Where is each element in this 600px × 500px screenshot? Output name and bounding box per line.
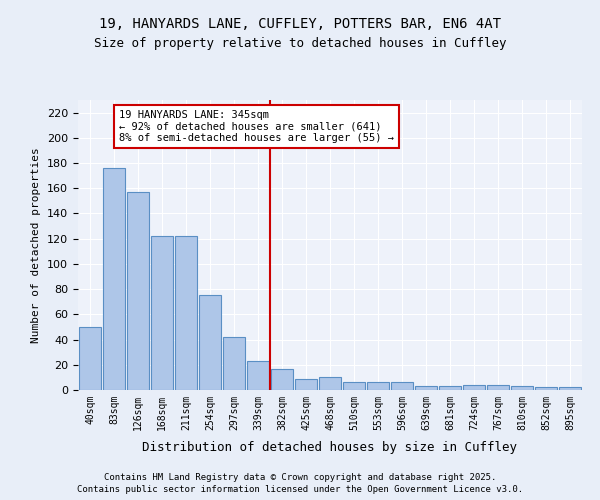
Bar xyxy=(199,296,221,390)
Bar xyxy=(559,388,581,390)
Bar xyxy=(415,386,437,390)
Text: Contains HM Land Registry data © Crown copyright and database right 2025.: Contains HM Land Registry data © Crown c… xyxy=(104,472,496,482)
Bar xyxy=(247,361,269,390)
Text: 19, HANYARDS LANE, CUFFLEY, POTTERS BAR, EN6 4AT: 19, HANYARDS LANE, CUFFLEY, POTTERS BAR,… xyxy=(99,18,501,32)
Bar xyxy=(487,385,509,390)
Bar xyxy=(223,337,245,390)
Text: Contains public sector information licensed under the Open Government Licence v3: Contains public sector information licen… xyxy=(77,485,523,494)
Bar xyxy=(127,192,149,390)
Bar xyxy=(391,382,413,390)
Bar xyxy=(103,168,125,390)
Bar xyxy=(295,378,317,390)
Bar xyxy=(535,388,557,390)
Bar xyxy=(79,327,101,390)
Bar xyxy=(463,385,485,390)
Bar xyxy=(367,382,389,390)
Y-axis label: Number of detached properties: Number of detached properties xyxy=(31,147,41,343)
Text: Size of property relative to detached houses in Cuffley: Size of property relative to detached ho… xyxy=(94,38,506,51)
Bar xyxy=(271,368,293,390)
Bar xyxy=(319,378,341,390)
Bar xyxy=(151,236,173,390)
Bar xyxy=(175,236,197,390)
Bar xyxy=(343,382,365,390)
X-axis label: Distribution of detached houses by size in Cuffley: Distribution of detached houses by size … xyxy=(143,441,517,454)
Bar xyxy=(511,386,533,390)
Text: 19 HANYARDS LANE: 345sqm
← 92% of detached houses are smaller (641)
8% of semi-d: 19 HANYARDS LANE: 345sqm ← 92% of detach… xyxy=(119,110,394,144)
Bar xyxy=(439,386,461,390)
